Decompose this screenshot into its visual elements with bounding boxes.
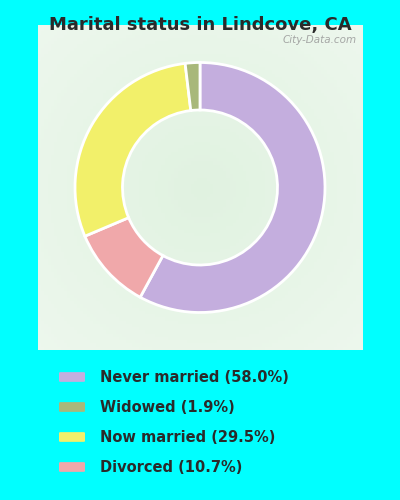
FancyBboxPatch shape [59, 372, 85, 382]
Wedge shape [85, 218, 163, 298]
Wedge shape [75, 64, 191, 236]
Text: Widowed (1.9%): Widowed (1.9%) [100, 400, 235, 414]
Text: City-Data.com: City-Data.com [282, 35, 356, 45]
FancyBboxPatch shape [59, 432, 85, 442]
Text: Never married (58.0%): Never married (58.0%) [100, 370, 289, 384]
Text: Marital status in Lindcove, CA: Marital status in Lindcove, CA [49, 16, 351, 34]
Wedge shape [140, 62, 325, 312]
Wedge shape [185, 62, 200, 110]
FancyBboxPatch shape [59, 402, 85, 412]
Text: Divorced (10.7%): Divorced (10.7%) [100, 460, 242, 474]
FancyBboxPatch shape [59, 462, 85, 472]
Text: Now married (29.5%): Now married (29.5%) [100, 430, 275, 444]
